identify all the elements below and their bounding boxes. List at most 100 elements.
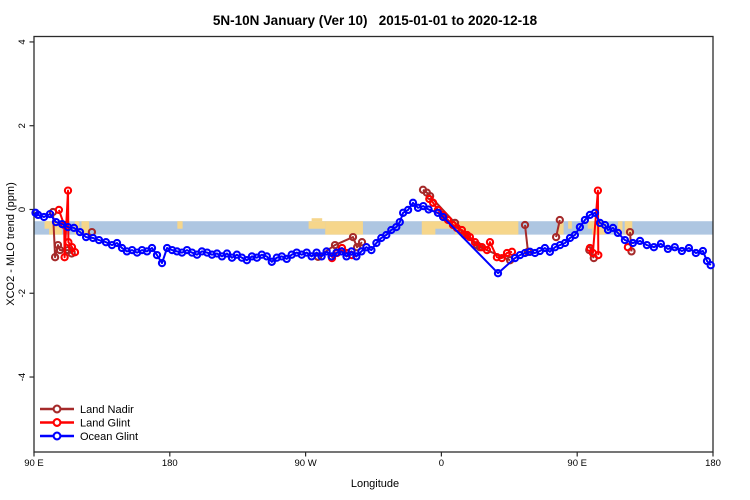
data-point [457,225,467,235]
y-tick-label: 2 [17,123,28,128]
legend-marker [52,418,62,427]
data-point [570,230,580,240]
x-tick-label: 90 E [567,458,587,469]
data-point [465,232,475,242]
map-land-patch [44,221,50,229]
data-point [493,269,503,278]
data-point [403,205,413,215]
legend-label: Land Glint [80,417,130,429]
data-point [242,256,252,265]
y-tick-label: 4 [17,39,28,44]
data-point [492,253,502,262]
data-point [656,239,666,248]
x-tick-label: 180 [705,458,721,469]
map-land-patch [308,221,326,229]
data-point [267,257,276,266]
map-land-patch [325,221,363,235]
map-land-patch [624,221,633,235]
data-point [395,217,404,227]
map-land-patch [81,221,90,235]
series-line [34,201,712,275]
x-tick-label: 180 [162,458,178,469]
chart-title: 5N-10N January (Ver 10) 2015-01-01 to 20… [212,13,538,28]
data-point [367,245,376,255]
data-point [337,247,346,256]
map-land-patch [177,221,183,229]
data-point [342,252,351,261]
data-point [357,238,367,247]
data-point [307,252,316,261]
data-point [620,235,630,245]
data-point [560,238,570,248]
legend-label: Ocean Glint [80,431,138,443]
data-point [75,227,85,237]
data-point [642,240,652,250]
data-point [706,261,715,270]
data-point [94,235,104,245]
data-point [424,205,433,214]
data-point [357,247,366,256]
map-land-patch [311,218,323,222]
data-point [70,248,80,257]
data-point [482,245,492,255]
legend-label: Land Nadir [80,404,134,416]
data-point [613,228,623,238]
y-tick-label: 0 [17,207,28,212]
data-point [623,243,633,252]
map-land-patch [587,221,593,229]
data-point [327,252,336,261]
data-point [282,254,291,264]
data-point [575,222,585,232]
y-tick-label: -4 [17,373,28,381]
data-point [50,253,60,262]
data-point [262,252,271,261]
data-point [555,215,564,225]
map-ocean-band [34,221,713,235]
map-land-patch [421,228,436,235]
data-point [663,244,673,254]
data-point [147,243,157,253]
data-point [408,198,418,207]
data-point [580,215,590,225]
data-point [45,209,55,219]
data-point [540,243,550,253]
data-point [352,243,362,252]
y-axis-title: XCO2 - MLO trend (ppm) [5,182,17,306]
data-point [698,246,708,256]
data-point [372,238,381,248]
data-point [485,238,495,247]
map-land-patch [617,221,623,235]
data-point [677,246,687,256]
data-point [63,186,73,195]
data-point [352,252,361,261]
data-point [330,240,340,250]
x-tick-label: 90 W [295,458,317,469]
map-land-patch [568,221,572,229]
data-point [649,243,659,252]
data-point [60,253,69,262]
data-point [55,245,65,255]
data-point [520,220,530,230]
data-point [347,247,356,256]
map-land-patch [454,228,519,235]
plot-box [33,35,714,453]
data-point [69,223,79,233]
data-point [551,232,561,242]
data-point [670,243,679,252]
data-point [54,205,64,215]
data-point [152,250,162,260]
data-point [112,238,122,248]
data-point [507,247,517,256]
data-point [628,238,638,248]
data-point [497,253,507,263]
data-point [322,247,331,256]
data-point [635,236,645,246]
legend-marker [52,404,62,414]
series-ocean-glint [31,198,715,278]
data-point [545,247,555,256]
data-point [625,227,635,237]
data-point [593,186,603,195]
